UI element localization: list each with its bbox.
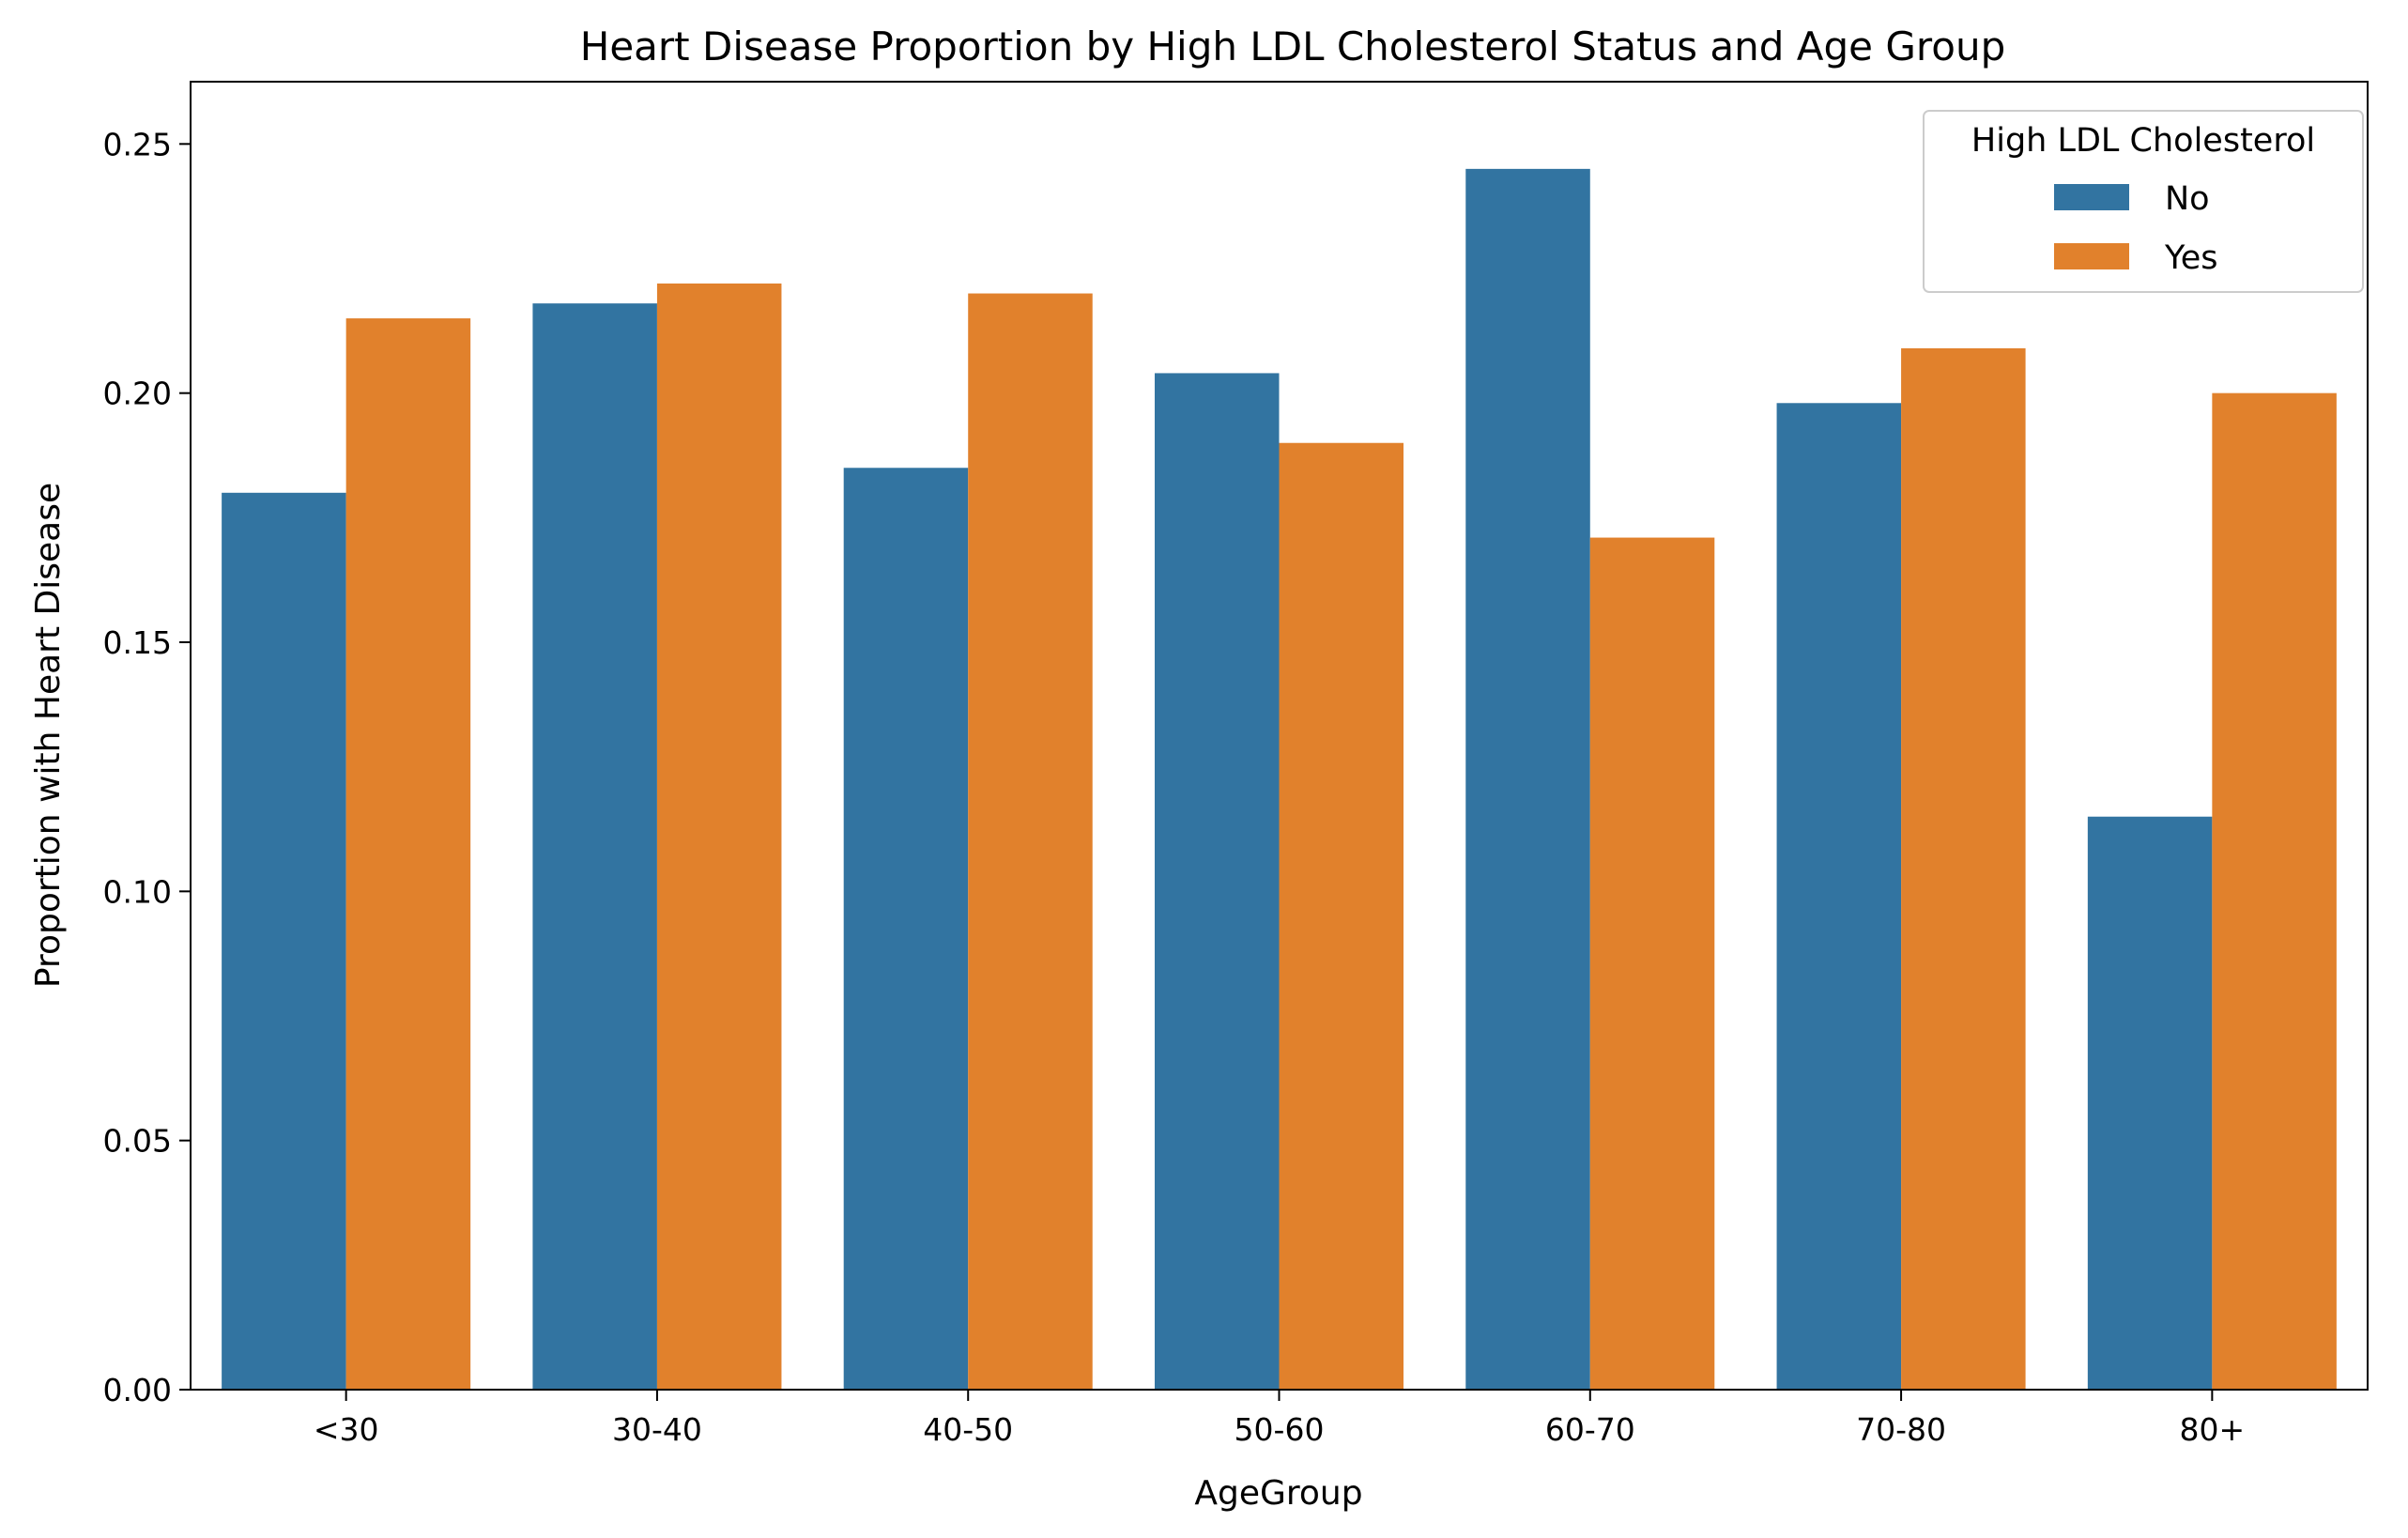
bar-yes-1 xyxy=(656,283,782,1390)
y-axis-label: Proportion with Heart Disease xyxy=(29,483,68,988)
bar-no-6 xyxy=(2087,816,2213,1390)
y-tick-label: 0.15 xyxy=(103,624,172,661)
legend: High LDL Cholesterol No Yes xyxy=(1923,110,2364,293)
bars-group xyxy=(222,168,2337,1391)
y-tick-label: 0.20 xyxy=(103,376,172,412)
x-tick-label: 50-60 xyxy=(1235,1411,1325,1448)
x-tick-label: <30 xyxy=(314,1411,379,1448)
bar-yes-3 xyxy=(1279,442,1404,1390)
bar-yes-5 xyxy=(1901,347,2026,1390)
bar-no-2 xyxy=(843,468,969,1390)
bar-no-1 xyxy=(532,303,657,1390)
x-axis-ticks: <30 30-40 40-50 50-60 60-70 70-80 80+ xyxy=(314,1390,2245,1448)
y-axis-ticks: 0.00 0.05 0.10 0.15 0.20 0.25 xyxy=(103,126,191,1408)
x-tick-label: 70-80 xyxy=(1856,1411,1946,1448)
legend-title: High LDL Cholesterol xyxy=(1971,122,2315,160)
bar-no-0 xyxy=(222,492,346,1390)
plot-area-frame xyxy=(190,81,2369,1391)
y-tick-label: 0.25 xyxy=(103,126,172,162)
bar-yes-0 xyxy=(345,318,471,1391)
legend-label-yes: Yes xyxy=(2164,239,2218,277)
bar-no-3 xyxy=(1154,373,1280,1391)
bar-no-4 xyxy=(1465,168,1590,1390)
y-tick-label: 0.10 xyxy=(103,873,172,910)
x-tick-label: 30-40 xyxy=(612,1411,702,1448)
bar-yes-6 xyxy=(2212,392,2337,1391)
bar-yes-4 xyxy=(1589,537,1715,1390)
x-axis-label: AgeGroup xyxy=(1194,1474,1362,1513)
bar-yes-2 xyxy=(968,293,1093,1390)
y-tick-label: 0.00 xyxy=(103,1372,172,1408)
y-tick-label: 0.05 xyxy=(103,1123,172,1160)
x-tick-label: 40-50 xyxy=(923,1411,1013,1448)
bar-no-5 xyxy=(1776,403,1902,1390)
x-tick-label: 80+ xyxy=(2180,1411,2246,1448)
chart-title: Heart Disease Proportion by High LDL Cho… xyxy=(580,23,2005,69)
legend-frame xyxy=(1923,110,2364,293)
legend-swatch-no xyxy=(2054,184,2129,210)
x-tick-label: 60-70 xyxy=(1545,1411,1635,1448)
legend-label-no: No xyxy=(2165,180,2210,218)
legend-swatch-yes xyxy=(2054,243,2129,269)
